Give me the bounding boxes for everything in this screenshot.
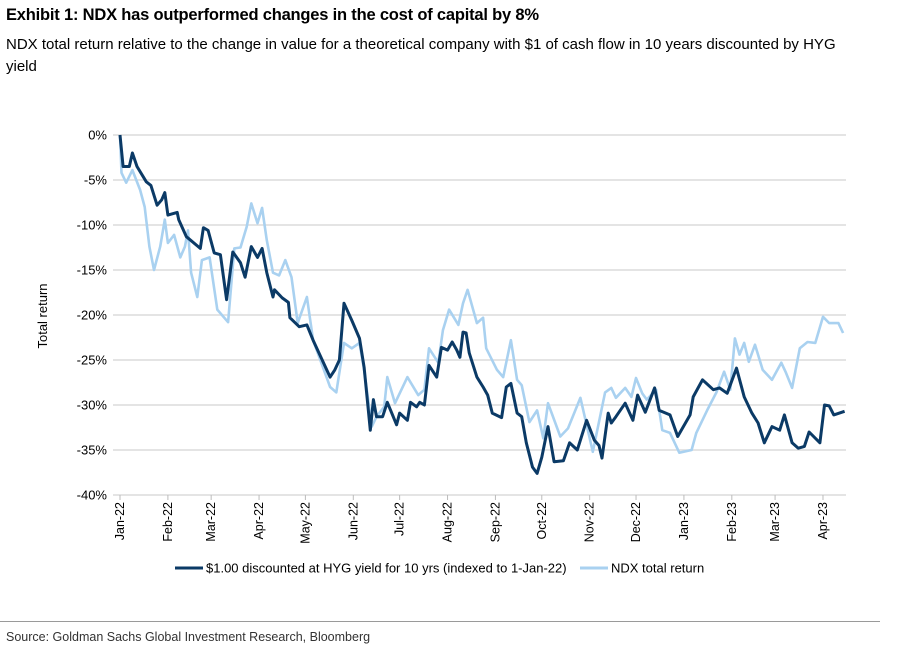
legend-item-hyg-discounted: $1.00 discounted at HYG yield for 10 yrs… [175,561,567,576]
x-axis-ticks: Jan-22 Feb-22 Mar-22 Apr-22 May-22 Jun-22 Jul-… [113,495,830,544]
y-tick-label: -30% [77,398,108,413]
y-tick-label: -20% [77,308,108,323]
x-tick-label: Jan-23 [677,502,691,540]
exhibit-subtitle: NDX total return relative to the change … [6,36,836,75]
x-tick-label: Apr-23 [816,502,830,540]
x-tick-label: Jan-22 [113,502,127,540]
series-lines [118,134,846,475]
x-tick-label: Jul-22 [393,502,407,536]
y-axis-label: Total return [35,283,50,348]
legend-item-ndx-total-return: NDX total return [580,561,704,576]
x-tick-label: Nov-22 [583,502,597,542]
series-hyg-discounted-line [118,134,846,475]
footer-divider [0,621,880,622]
x-tick-label: Feb-23 [725,502,739,542]
x-tick-label: Aug-22 [441,502,455,542]
legend-label: NDX total return [611,561,704,576]
x-tick-label: Sep-22 [488,502,502,542]
exhibit-title: Exhibit 1: NDX has outperformed changes … [6,6,539,24]
x-tick-label: Mar-23 [768,502,782,542]
y-tick-label: -35% [77,443,108,458]
source-note: Source: Goldman Sachs Global Investment … [6,630,371,644]
x-tick-label: Mar-22 [204,502,218,542]
y-tick-label: -15% [77,263,108,278]
line-chart: 0% -5% -10% -15% -20% -25% -30% -35% -40% Jan-22… [35,128,846,576]
y-tick-label: -5% [84,173,108,188]
x-tick-label: Jun-22 [346,502,360,540]
x-tick-label: Apr-22 [252,502,266,540]
x-tick-label: May-22 [298,502,312,544]
x-tick-label: Feb-22 [161,502,175,542]
y-tick-label: 0% [88,128,107,143]
series-ndx-total-return-line [118,134,845,454]
x-tick-label: Oct-22 [535,502,549,540]
y-tick-label: -40% [77,488,108,503]
y-tick-label: -25% [77,353,108,368]
gridlines [113,134,846,496]
y-tick-label: -10% [77,218,108,233]
y-axis-ticks: 0% -5% -10% -15% -20% -25% -30% -35% -40% [77,128,108,503]
legend: $1.00 discounted at HYG yield for 10 yrs… [175,561,704,576]
legend-label: $1.00 discounted at HYG yield for 10 yrs… [206,561,567,576]
x-tick-label: Dec-22 [629,502,643,542]
